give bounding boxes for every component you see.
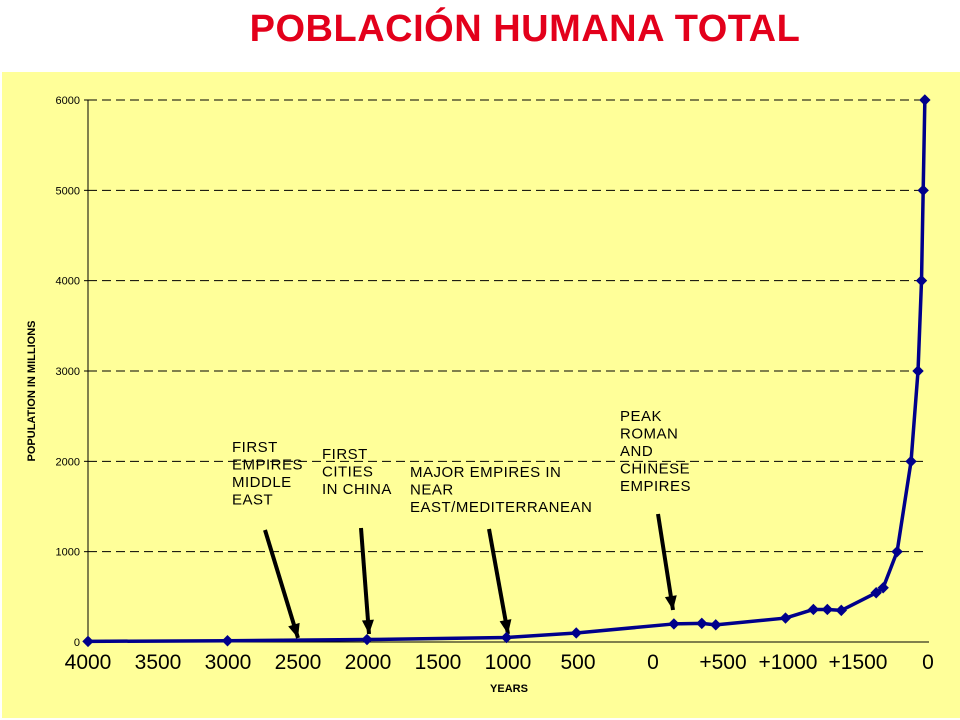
x-tick-label-12: 0 [922,651,934,674]
annotation-0-line-3: EAST [232,492,273,509]
x-tick-label-4: 2000 [345,651,392,674]
data-point-1 [221,635,234,647]
slide-title: POBLACIÓN HUMANA TOTAL [249,8,801,50]
x-tick-label-1: 3500 [135,651,182,674]
annotation-3-line-0: PEAK [620,408,662,425]
data-point-2 [361,633,373,646]
y-tick-label-1000: 1000 [56,547,80,559]
annotation-2-arrow-head [499,619,512,634]
annotation-1-arrow-head [361,619,374,634]
annotation-3-line-4: EMPIRES [620,478,691,495]
chart-panel: FIRST EMPIRES MIDDLE EAST FIRST CITIES IN CHIN… [2,72,960,718]
annotation-0-line-0: FIRST [232,439,278,456]
y-tick-label-4000: 4000 [56,276,80,288]
x-tick-label-9: +500 [699,651,746,674]
x-tick-label-11: +1500 [829,651,888,674]
data-point-12 [870,587,882,599]
y-tick-label-6000: 6000 [56,95,80,107]
annotation-0-arrow-head [288,622,300,638]
annotation-1-line-2: IN CHINA [322,481,392,498]
data-point-0 [82,635,94,648]
x-tick-label-6: 1000 [485,651,532,674]
data-point-7 [710,619,722,631]
annotation-3-line-2: AND [620,443,653,460]
data-point-3 [500,631,513,644]
data-point-14 [891,545,903,558]
data-point-6 [696,617,708,630]
x-tick-label-2: 3000 [205,651,252,674]
data-point-13 [877,582,889,594]
y-axis-title: POPULATION IN MILLIONS [26,321,38,462]
data-point-17 [915,274,928,287]
annotation-2-line-1: NEAR [410,482,454,499]
annotation-2-line-0: MAJOR EMPIRES IN [410,464,561,481]
y-tick-label-5000: 5000 [56,185,80,197]
data-point-19 [919,94,931,106]
data-point-10 [821,603,834,616]
annotation-0-line-2: MIDDLE [232,474,292,491]
gridlines [88,99,925,553]
annotation-2-arrow-shaft [487,528,510,635]
x-tick-label-7: 500 [560,651,595,674]
x-tick-label-10: +1000 [759,651,818,674]
annotation-1-line-1: CITIES [322,464,373,481]
data-point-15 [905,455,917,468]
data-point-8 [779,612,792,624]
data-point-11 [835,604,848,617]
series-line-0 [87,99,927,644]
annotation-3-line-1: ROMAN [620,426,678,443]
annotation-3-arrow-head [664,595,677,610]
annotation-1-arrow-shaft [359,527,371,635]
x-tick-label-8: 0 [647,651,659,674]
x-axis-title: YEARS [490,683,528,695]
data-point-18 [917,184,929,197]
x-tick-label-0: 4000 [65,651,112,674]
y-tick-label-0: 0 [74,637,80,649]
y-tick-label-2000: 2000 [56,456,80,468]
series-population [82,94,931,648]
annotation-0-arrow-shaft [263,529,300,639]
annotation-0-line-1: EMPIRES [232,457,303,474]
data-point-16 [912,365,924,377]
annotation-2-line-2: EAST/MEDITERRANEAN [410,499,592,516]
annotation-1-line-0: FIRST [322,446,368,463]
data-point-5 [668,618,680,630]
annotation-3-arrow-shaft [656,513,675,611]
y-tick-label-3000: 3000 [56,366,80,378]
x-tick-label-5: 1500 [415,651,462,674]
data-point-4 [570,627,582,639]
data-point-9 [807,603,820,616]
annotation-3-line-3: CHINESE [620,461,690,478]
x-tick-label-3: 2500 [275,651,322,674]
